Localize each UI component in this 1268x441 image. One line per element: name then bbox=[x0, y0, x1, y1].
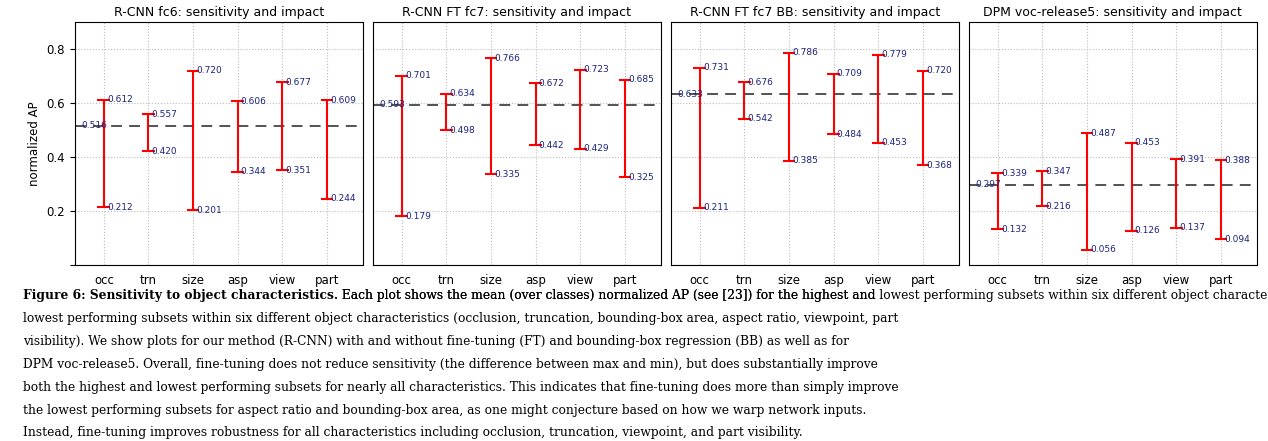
Text: 0.385: 0.385 bbox=[792, 157, 818, 165]
Text: DPM voc-release5. Overall, fine-tuning does not reduce sensitivity (the differen: DPM voc-release5. Overall, fine-tuning d… bbox=[23, 358, 877, 370]
Text: visibility). We show plots for our method (R-CNN) with and without fine-tuning (: visibility). We show plots for our metho… bbox=[23, 335, 848, 348]
Text: 0.786: 0.786 bbox=[792, 48, 818, 57]
Text: 0.542: 0.542 bbox=[748, 114, 773, 123]
Title: DPM voc-release5: sensitivity and impact: DPM voc-release5: sensitivity and impact bbox=[983, 7, 1243, 19]
Title: R-CNN fc6: sensitivity and impact: R-CNN fc6: sensitivity and impact bbox=[114, 7, 323, 19]
Text: 0.487: 0.487 bbox=[1090, 129, 1116, 138]
Text: 0.297: 0.297 bbox=[975, 180, 1002, 189]
Text: 0.126: 0.126 bbox=[1135, 226, 1160, 235]
Text: 0.453: 0.453 bbox=[881, 138, 907, 147]
Title: R-CNN FT fc7 BB: sensitivity and impact: R-CNN FT fc7 BB: sensitivity and impact bbox=[690, 7, 940, 19]
Text: 0.344: 0.344 bbox=[241, 168, 266, 176]
Text: 0.244: 0.244 bbox=[330, 194, 355, 203]
Text: 0.731: 0.731 bbox=[702, 63, 729, 72]
Text: 0.685: 0.685 bbox=[628, 75, 654, 85]
Text: 0.056: 0.056 bbox=[1090, 245, 1116, 254]
Text: Figure 6: Sensitivity to object characteristics.: Figure 6: Sensitivity to object characte… bbox=[23, 289, 339, 302]
Text: 0.339: 0.339 bbox=[1000, 169, 1027, 178]
Text: Each plot shows the mean (over classes) normalized AP (see [23]) for the highest: Each plot shows the mean (over classes) … bbox=[339, 289, 1268, 302]
Text: 0.709: 0.709 bbox=[837, 69, 862, 78]
Text: 0.701: 0.701 bbox=[404, 71, 431, 80]
Text: the lowest performing subsets for aspect ratio and bounding-box area, as one mig: the lowest performing subsets for aspect… bbox=[23, 404, 866, 416]
Title: R-CNN FT fc7: sensitivity and impact: R-CNN FT fc7: sensitivity and impact bbox=[402, 7, 631, 19]
Text: 0.766: 0.766 bbox=[495, 54, 520, 63]
Text: 0.672: 0.672 bbox=[539, 79, 564, 88]
Y-axis label: normalized AP: normalized AP bbox=[28, 101, 41, 186]
Text: Instead, fine-tuning improves robustness for all characteristics including occlu: Instead, fine-tuning improves robustness… bbox=[23, 426, 803, 439]
Text: 0.179: 0.179 bbox=[404, 212, 431, 221]
Text: 0.484: 0.484 bbox=[837, 130, 862, 138]
Text: 0.201: 0.201 bbox=[197, 206, 222, 215]
Text: 0.132: 0.132 bbox=[1000, 224, 1027, 234]
Text: 0.676: 0.676 bbox=[748, 78, 773, 87]
Text: 0.557: 0.557 bbox=[152, 110, 178, 119]
Text: 0.723: 0.723 bbox=[583, 65, 609, 74]
Text: 0.211: 0.211 bbox=[702, 203, 729, 212]
Text: 0.216: 0.216 bbox=[1046, 202, 1071, 211]
Text: 0.633: 0.633 bbox=[677, 90, 704, 98]
Text: 0.609: 0.609 bbox=[330, 96, 356, 105]
Text: 0.612: 0.612 bbox=[107, 95, 133, 104]
Text: 0.325: 0.325 bbox=[628, 172, 654, 182]
Text: 0.420: 0.420 bbox=[152, 147, 178, 156]
Text: 0.351: 0.351 bbox=[285, 165, 312, 175]
Text: 0.137: 0.137 bbox=[1179, 223, 1206, 232]
Text: 0.442: 0.442 bbox=[539, 141, 564, 150]
Text: 0.429: 0.429 bbox=[583, 145, 609, 153]
Text: 0.094: 0.094 bbox=[1224, 235, 1250, 244]
Text: 0.720: 0.720 bbox=[197, 66, 222, 75]
Text: 0.779: 0.779 bbox=[881, 50, 908, 59]
Text: 0.212: 0.212 bbox=[107, 203, 133, 212]
Text: lowest performing subsets within six different object characteristics (occlusion: lowest performing subsets within six dif… bbox=[23, 312, 898, 325]
Text: Each plot shows the mean (over classes) normalized AP (see [23]) for the highest: Each plot shows the mean (over classes) … bbox=[339, 289, 875, 302]
Text: 0.516: 0.516 bbox=[81, 121, 108, 130]
Text: 0.720: 0.720 bbox=[926, 66, 952, 75]
Text: 0.388: 0.388 bbox=[1224, 156, 1250, 164]
Text: 0.347: 0.347 bbox=[1046, 167, 1071, 176]
Text: 0.498: 0.498 bbox=[450, 126, 476, 135]
Text: 0.368: 0.368 bbox=[926, 161, 952, 170]
Text: 0.606: 0.606 bbox=[241, 97, 266, 106]
Text: 0.391: 0.391 bbox=[1179, 155, 1206, 164]
Text: 0.453: 0.453 bbox=[1135, 138, 1160, 147]
Text: 0.593: 0.593 bbox=[379, 100, 406, 109]
Text: 0.335: 0.335 bbox=[495, 170, 520, 179]
Text: both the highest and lowest performing subsets for nearly all characteristics. T: both the highest and lowest performing s… bbox=[23, 381, 899, 393]
Text: 0.677: 0.677 bbox=[285, 78, 312, 86]
Text: 0.634: 0.634 bbox=[450, 89, 476, 98]
